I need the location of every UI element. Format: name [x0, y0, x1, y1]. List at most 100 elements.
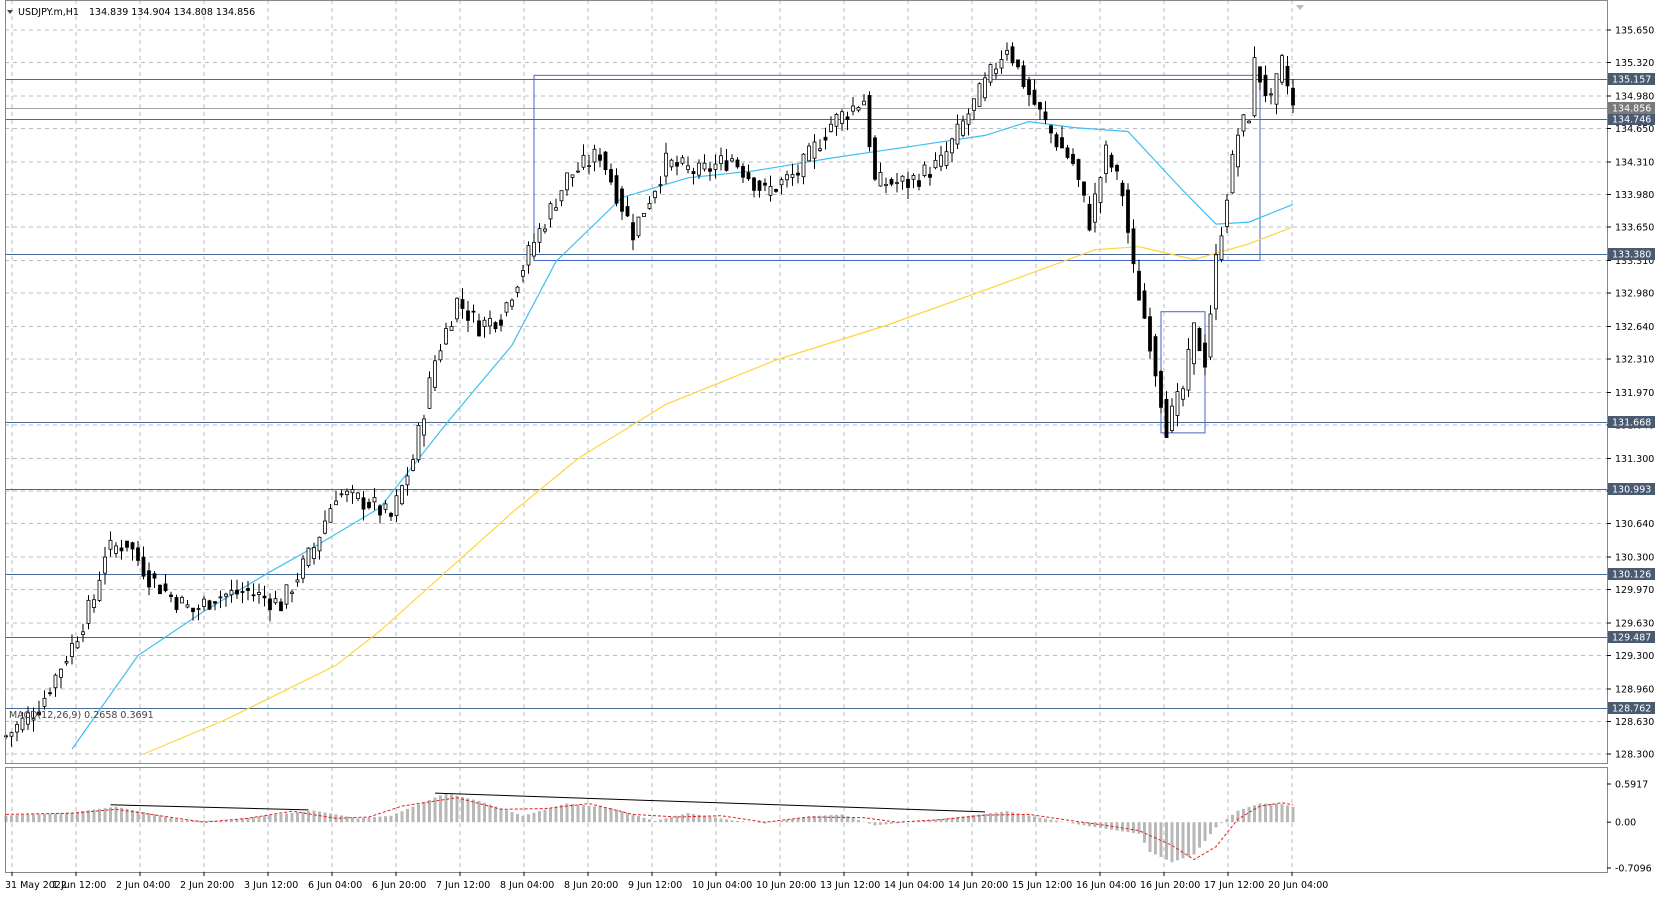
candle-body[interactable] — [680, 157, 685, 164]
candle-body[interactable] — [587, 165, 591, 168]
candle-body[interactable] — [466, 310, 470, 321]
candle-body[interactable] — [1214, 254, 1218, 310]
candle-body[interactable] — [48, 692, 52, 695]
candle-body[interactable] — [433, 360, 437, 388]
range-box[interactable] — [533, 74, 1261, 261]
candle-body[interactable] — [75, 641, 80, 649]
candle-body[interactable] — [1043, 111, 1048, 121]
candle-body[interactable] — [235, 589, 239, 595]
candle-body[interactable] — [658, 184, 663, 187]
candle-body[interactable] — [1082, 181, 1086, 196]
triangle-down-icon[interactable] — [7, 10, 13, 14]
candle-body[interactable] — [246, 588, 250, 591]
ma-slow-line[interactable] — [143, 226, 1294, 755]
price-axis[interactable]: 135.650 135.320 134.980 134.650 134.310 133.9… — [1607, 26, 1654, 875]
candle-body[interactable] — [26, 712, 30, 725]
candle-body[interactable] — [339, 493, 344, 496]
candle-body[interactable] — [939, 154, 943, 167]
candle-body[interactable] — [114, 545, 118, 554]
candle-body[interactable] — [1032, 89, 1037, 105]
candle-body[interactable] — [697, 162, 701, 176]
candle-body[interactable] — [460, 299, 465, 309]
shift-marker-icon[interactable] — [1296, 5, 1304, 10]
candle-body[interactable] — [103, 556, 107, 574]
candle-body[interactable] — [570, 174, 575, 178]
candle-body[interactable] — [1192, 322, 1196, 365]
candle-body[interactable] — [1016, 59, 1020, 68]
candle-body[interactable] — [174, 597, 179, 610]
candle-body[interactable] — [1065, 147, 1070, 158]
candle-body[interactable] — [862, 100, 866, 106]
candle-body[interactable] — [801, 153, 806, 178]
candle-body[interactable] — [686, 165, 690, 170]
candle-body[interactable] — [1021, 65, 1026, 88]
candle-body[interactable] — [510, 299, 514, 307]
candle-body[interactable] — [394, 495, 399, 517]
candle-body[interactable] — [581, 154, 586, 168]
candle-body[interactable] — [537, 228, 542, 243]
candle-body[interactable] — [1252, 57, 1257, 117]
candle-body[interactable] — [257, 592, 261, 595]
candle-body[interactable] — [1027, 79, 1031, 95]
candle-body[interactable] — [664, 152, 668, 177]
candle-body[interactable] — [1109, 154, 1114, 168]
candle-body[interactable] — [147, 570, 151, 588]
candle-body[interactable] — [477, 320, 481, 337]
candle-body[interactable] — [1186, 348, 1191, 391]
candle-body[interactable] — [1203, 342, 1207, 368]
candle-body[interactable] — [180, 597, 184, 604]
candle-body[interactable] — [284, 584, 289, 605]
candle-body[interactable] — [746, 172, 751, 180]
candle-body[interactable] — [719, 155, 723, 164]
candle-body[interactable] — [730, 158, 734, 162]
candle-body[interactable] — [383, 503, 388, 510]
divergence-line[interactable] — [110, 804, 309, 811]
candle-body[interactable] — [345, 490, 349, 496]
candle-body[interactable] — [735, 159, 740, 168]
candle-body[interactable] — [691, 171, 696, 175]
candle-body[interactable] — [1241, 114, 1246, 132]
candle-body[interactable] — [961, 120, 965, 136]
candle-body[interactable] — [92, 599, 96, 608]
candle-body[interactable] — [873, 137, 877, 180]
candle-body[interactable] — [576, 170, 580, 173]
candle-body[interactable] — [108, 539, 113, 550]
candle-body[interactable] — [207, 600, 212, 610]
candle-body[interactable] — [97, 579, 102, 601]
candle-body[interactable] — [152, 573, 157, 579]
candle-body[interactable] — [1076, 159, 1081, 180]
candle-body[interactable] — [59, 668, 63, 678]
candle-body[interactable] — [306, 547, 311, 567]
candle-body[interactable] — [779, 179, 784, 186]
candle-body[interactable] — [598, 154, 602, 161]
candle-body[interactable] — [724, 160, 729, 171]
candle-body[interactable] — [1060, 137, 1064, 149]
candle-body[interactable] — [378, 505, 382, 516]
candle-body[interactable] — [1170, 405, 1174, 431]
candle-body[interactable] — [411, 459, 415, 471]
candle-body[interactable] — [416, 425, 421, 461]
candle-body[interactable] — [488, 318, 492, 327]
candle-body[interactable] — [713, 163, 718, 170]
candle-body[interactable] — [1225, 199, 1229, 227]
candle-body[interactable] — [196, 608, 201, 610]
candle-body[interactable] — [1148, 316, 1152, 352]
candle-body[interactable] — [136, 547, 140, 561]
candle-body[interactable] — [251, 594, 256, 597]
divergence-line[interactable] — [434, 792, 986, 813]
candle-body[interactable] — [301, 558, 305, 579]
candle-body[interactable] — [37, 711, 41, 716]
candle-body[interactable] — [708, 168, 712, 172]
candle-body[interactable] — [312, 547, 316, 560]
candle-body[interactable] — [950, 138, 954, 154]
candle-body[interactable] — [1049, 125, 1053, 134]
candle-body[interactable] — [796, 172, 800, 176]
candle-body[interactable] — [972, 98, 976, 111]
candle-body[interactable] — [741, 166, 745, 178]
candle-body[interactable] — [158, 584, 162, 595]
candle-body[interactable] — [554, 207, 558, 211]
candle-body[interactable] — [851, 105, 855, 112]
candle-body[interactable] — [1230, 154, 1235, 194]
candle-body[interactable] — [1153, 336, 1158, 377]
